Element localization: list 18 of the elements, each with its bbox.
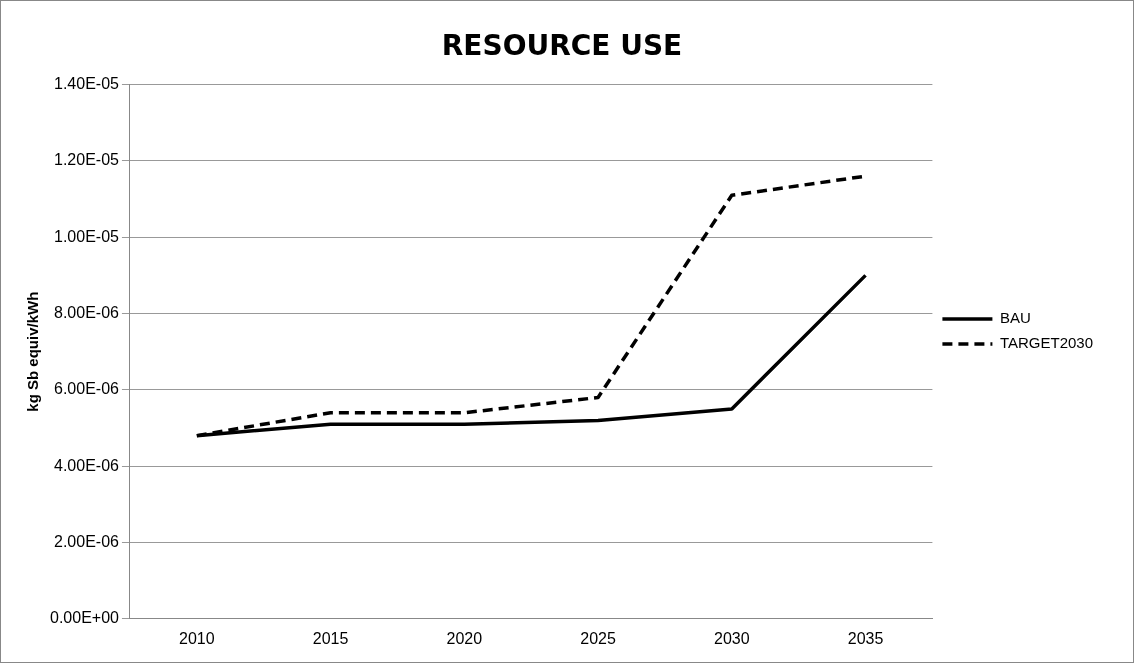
y-tick-label: 1.20E-05: [54, 151, 120, 169]
y-tick-label: 0.00E+00: [50, 609, 120, 627]
x-tick-label: 2025: [580, 629, 616, 647]
x-tick-label: 2010: [179, 629, 215, 647]
legend-label: TARGET2030: [999, 334, 1093, 352]
x-tick-label: 2015: [312, 629, 349, 647]
x-tick-label: 2030: [714, 629, 750, 647]
y-tick-label: 2.00E-06: [54, 532, 120, 550]
y-tick-label: 4.00E-06: [54, 456, 120, 474]
y-axis-title: kg Sb equiv/kWh: [24, 291, 42, 412]
x-tick-label: 2035: [847, 629, 884, 647]
chart-title: RESOURCE USE: [441, 29, 683, 63]
x-tick-label: 2020: [446, 629, 483, 647]
y-tick-label: 1.00E-05: [54, 227, 120, 245]
y-tick-label: 1.40E-05: [54, 75, 120, 93]
legend-label: BAU: [999, 309, 1031, 327]
y-tick-label: 8.00E-06: [54, 303, 120, 321]
y-tick-label: 6.00E-06: [54, 380, 120, 398]
